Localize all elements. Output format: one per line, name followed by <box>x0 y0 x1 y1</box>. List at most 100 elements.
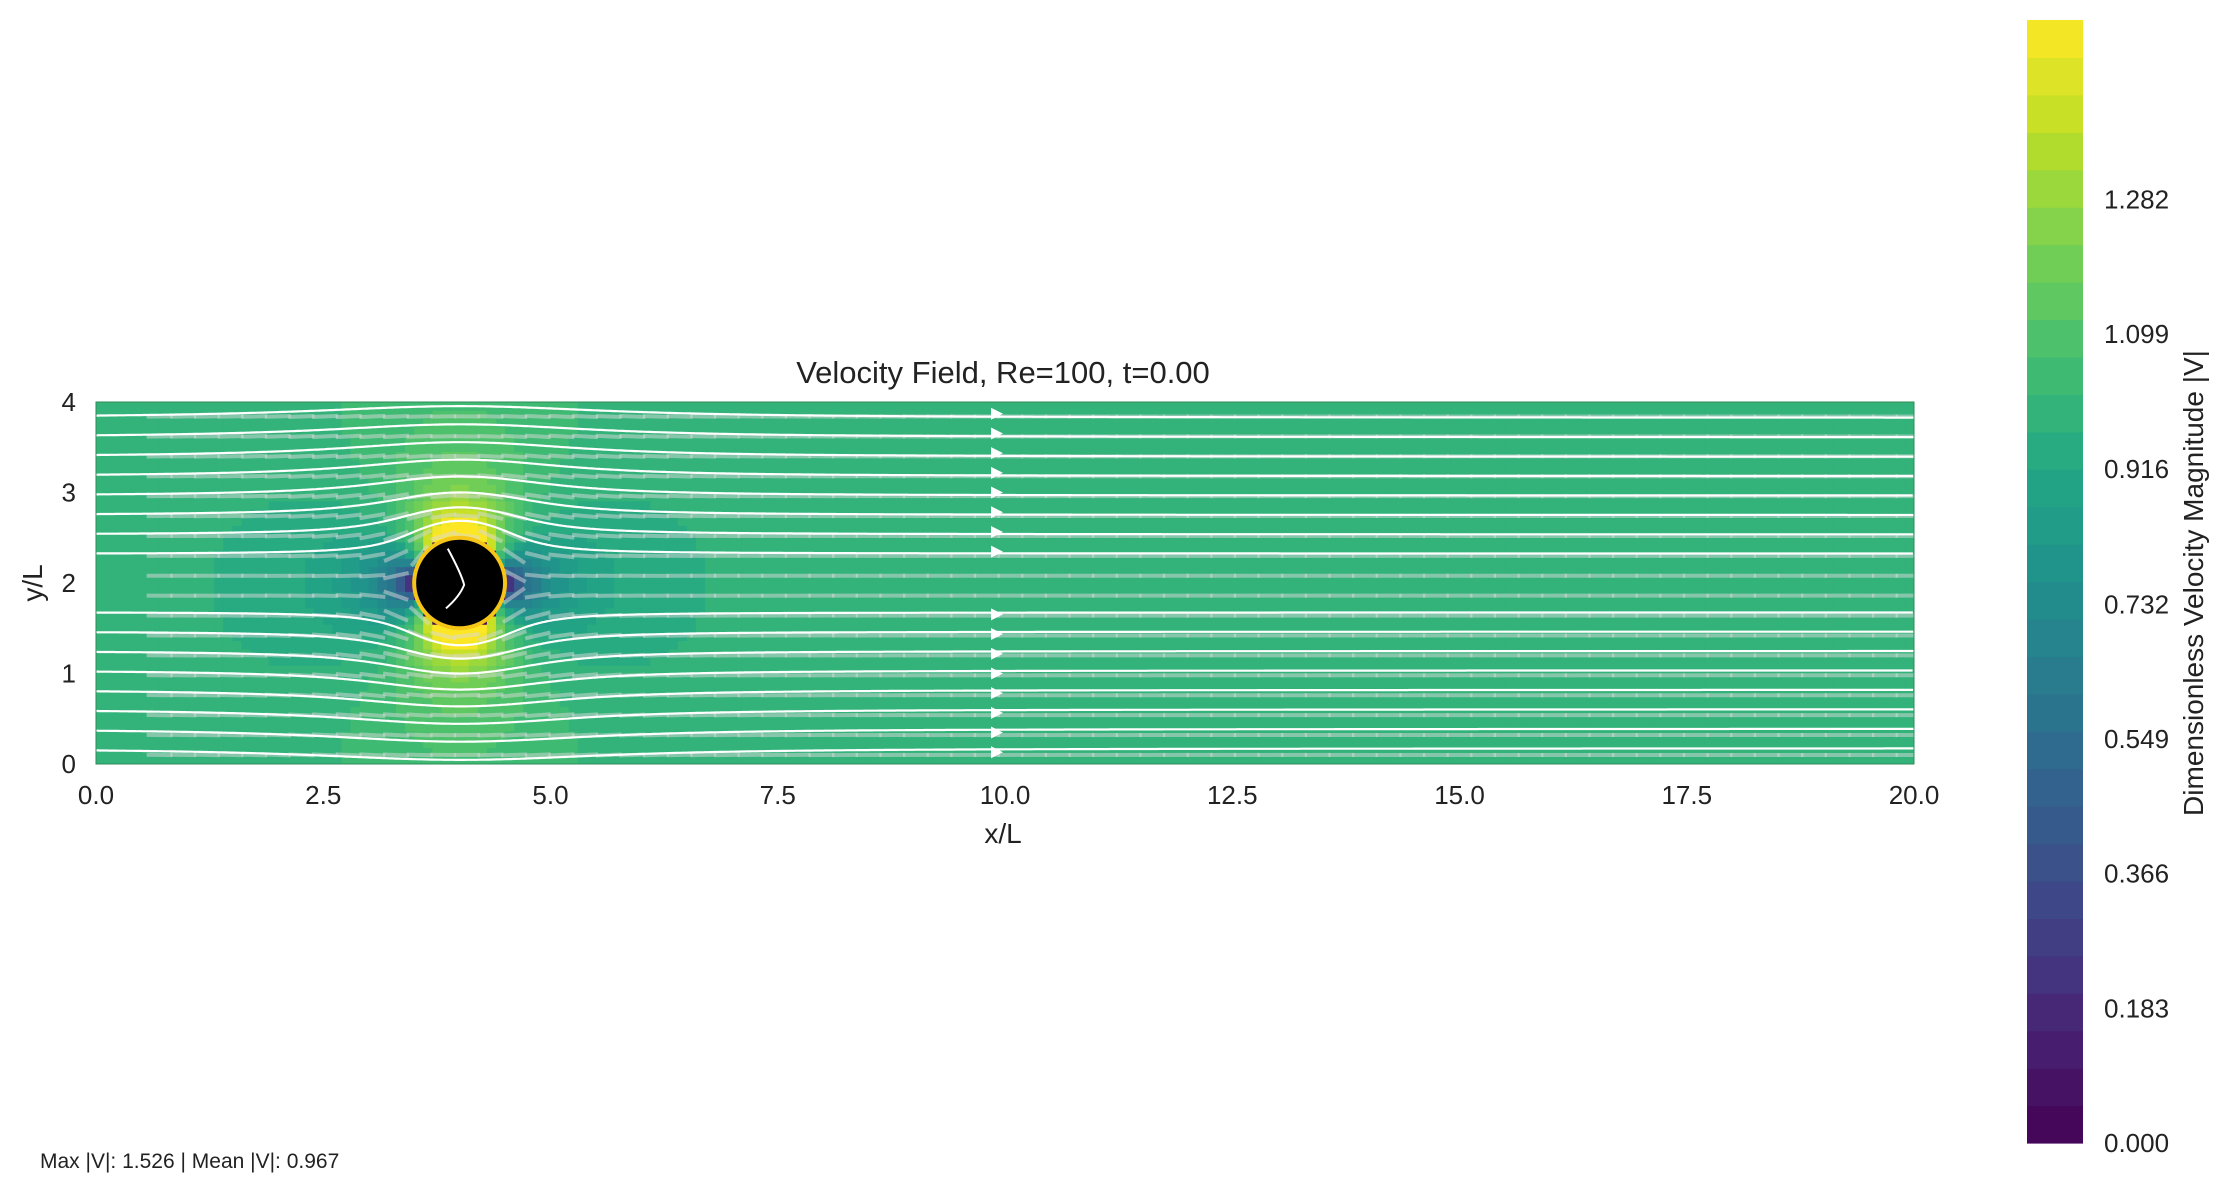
heat-cell <box>277 517 288 527</box>
heat-cell <box>968 558 979 568</box>
heat-cell <box>395 607 406 617</box>
heat-cell <box>977 574 988 584</box>
heat-cell <box>214 476 224 485</box>
heat-cell <box>105 467 115 477</box>
heat-cell <box>805 657 815 666</box>
heat-cell <box>1059 698 1070 708</box>
heat-cell <box>486 517 497 527</box>
heat-cell <box>168 706 179 716</box>
heat-cell <box>805 558 815 568</box>
heat-cell <box>723 476 733 485</box>
heat-cell <box>950 426 961 436</box>
heat-cell <box>523 665 533 675</box>
heat-cell <box>377 426 388 436</box>
heat-cell <box>386 418 397 428</box>
heat-cell <box>859 500 870 510</box>
heat-cell <box>350 459 361 469</box>
heat-cell <box>414 500 424 510</box>
heat-cell <box>995 624 1006 633</box>
heat-cell <box>923 500 933 510</box>
heat-cell <box>941 722 952 732</box>
heat-cell <box>96 615 106 625</box>
heat-cell <box>205 665 215 675</box>
heat-cell <box>959 426 970 436</box>
heat-cell <box>977 558 988 568</box>
heat-cell <box>941 558 952 568</box>
heat-cell <box>705 517 715 527</box>
heat-cell <box>123 451 133 461</box>
heat-cell <box>450 747 461 757</box>
heat-cell <box>141 731 152 740</box>
heat-cell <box>914 624 924 633</box>
heat-cell <box>168 541 179 551</box>
heat-cell <box>923 755 933 764</box>
heat-cell <box>505 722 515 732</box>
heat-cell <box>268 443 279 452</box>
heat-cell <box>659 599 670 609</box>
heat-cell <box>941 426 952 436</box>
heat-cell <box>177 583 188 592</box>
heat-cell <box>577 706 588 716</box>
heat-cell <box>495 714 506 724</box>
heat-cell <box>659 525 670 535</box>
heat-cell <box>695 607 706 617</box>
heat-cell <box>1086 665 1097 675</box>
heat-cell <box>677 533 688 543</box>
heat-cell <box>714 615 724 625</box>
heat-cell <box>477 665 488 675</box>
heat-cell <box>595 426 606 436</box>
heat-cell <box>1023 615 1033 625</box>
heat-cell <box>705 640 715 650</box>
heat-cell <box>814 434 824 444</box>
heat-cell <box>923 698 933 708</box>
heat-cell <box>732 566 742 576</box>
heat-cell <box>914 500 924 510</box>
heat-cell <box>923 681 933 691</box>
heat-cell <box>305 624 315 633</box>
heat-cell <box>768 434 779 444</box>
heat-cell <box>214 706 224 716</box>
heat-cell <box>177 402 188 411</box>
heat-cell <box>232 402 243 411</box>
heat-cell <box>641 566 652 576</box>
heat-cell <box>286 615 297 625</box>
heat-cell <box>823 681 833 691</box>
heat-cell <box>777 484 788 494</box>
heat-cell <box>1068 599 1079 609</box>
heat-cell <box>1023 459 1033 469</box>
heat-cell <box>886 533 897 543</box>
heat-cell <box>523 599 533 609</box>
heat-cell <box>950 533 961 543</box>
heat-cell <box>659 640 670 650</box>
heat-cell <box>777 673 788 683</box>
heat-cell <box>868 500 879 510</box>
heat-cell <box>1032 541 1042 551</box>
heat-cell <box>795 698 806 708</box>
heat-cell <box>286 607 297 617</box>
heat-cell <box>241 402 252 411</box>
heat-cell <box>650 484 661 494</box>
heat-cell <box>950 657 961 666</box>
heat-cell <box>314 714 324 724</box>
heat-cell <box>1114 698 1124 708</box>
heat-cell <box>768 615 779 625</box>
heat-cell <box>877 500 888 510</box>
heat-cell <box>223 533 233 543</box>
heat-cell <box>314 739 324 749</box>
heat-cell <box>141 739 152 749</box>
heat-cell <box>332 574 343 584</box>
heat-cell <box>314 418 324 428</box>
heat-cell <box>368 443 379 452</box>
heat-cell <box>623 541 633 551</box>
heat-cell <box>595 533 606 543</box>
heat-cell <box>786 583 797 592</box>
heat-cell <box>232 459 243 469</box>
heat-cell <box>250 624 261 633</box>
heat-cell <box>923 443 933 452</box>
heat-cell <box>859 558 870 568</box>
heat-cell <box>359 525 370 535</box>
heat-cell <box>605 681 615 691</box>
heat-cell <box>968 484 979 494</box>
heat-cell <box>750 607 761 617</box>
heat-cell <box>714 722 724 732</box>
